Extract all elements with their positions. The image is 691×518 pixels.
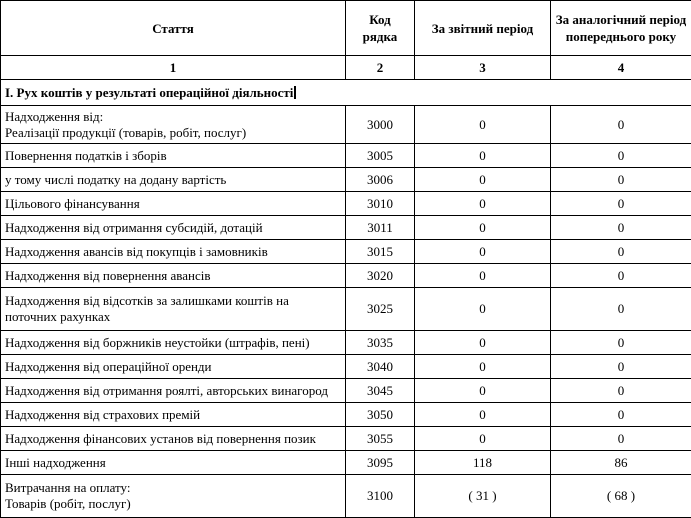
article-cell: Надходження від операційної оренди — [1, 355, 346, 379]
previous-period-cell[interactable]: 0 — [551, 168, 691, 192]
reporting-period-cell[interactable]: 0 — [415, 192, 551, 216]
col-number-3: 3 — [415, 56, 551, 80]
table-row-3095: Інші надходження 3095 118 86 — [1, 451, 691, 475]
col-header-article: Стаття — [1, 1, 346, 56]
column-numbers-row: 1 2 3 4 — [1, 56, 691, 80]
row-code-cell: 3035 — [346, 331, 415, 355]
table-row-3050: Надходження від страхових премій 3050 0 … — [1, 403, 691, 427]
reporting-period-cell[interactable]: 0 — [415, 403, 551, 427]
row-code-cell: 3000 — [346, 106, 415, 144]
table-row-3020: Надходження від повернення авансів 3020 … — [1, 264, 691, 288]
article-cell: Витрачання на оплату: Товарів (робіт, по… — [1, 475, 346, 518]
row-code-cell: 3055 — [346, 427, 415, 451]
row-code-cell: 3045 — [346, 379, 415, 403]
table-row-3055: Надходження фінансових установ від повер… — [1, 427, 691, 451]
section-title: I. Рух коштів у результаті операційної д… — [5, 85, 293, 100]
previous-period-cell[interactable]: 0 — [551, 216, 691, 240]
reporting-period-cell[interactable]: 0 — [415, 240, 551, 264]
previous-period-cell[interactable]: 0 — [551, 264, 691, 288]
table-row-3011: Надходження від отримання субсидій, дота… — [1, 216, 691, 240]
table-row-3015: Надходження авансів від покупців і замов… — [1, 240, 691, 264]
table-row-3025: Надходження від відсотків за залишками к… — [1, 288, 691, 331]
previous-period-cell[interactable]: 0 — [551, 106, 691, 144]
section-title-cell[interactable]: I. Рух коштів у результаті операційної д… — [1, 80, 691, 106]
col-header-row-code: Код рядка — [346, 1, 415, 56]
text-cursor — [294, 86, 296, 99]
previous-period-cell[interactable]: 0 — [551, 144, 691, 168]
reporting-period-cell[interactable]: 0 — [415, 331, 551, 355]
reporting-period-cell[interactable]: 0 — [415, 144, 551, 168]
article-cell: Надходження від страхових премій — [1, 403, 346, 427]
row-code-cell: 3010 — [346, 192, 415, 216]
article-cell: Надходження від повернення авансів — [1, 264, 346, 288]
row-code-cell: 3015 — [346, 240, 415, 264]
table-row-3035: Надходження від боржників неустойки (штр… — [1, 331, 691, 355]
previous-period-cell[interactable]: 0 — [551, 427, 691, 451]
row-code-cell: 3050 — [346, 403, 415, 427]
article-cell: Цільового фінансування — [1, 192, 346, 216]
col-number-2: 2 — [346, 56, 415, 80]
table-row-3100: Витрачання на оплату: Товарів (робіт, по… — [1, 475, 691, 518]
article-cell: Надходження від боржників неустойки (штр… — [1, 331, 346, 355]
previous-period-cell[interactable]: 0 — [551, 379, 691, 403]
previous-period-cell[interactable]: 0 — [551, 288, 691, 331]
table-row-3006: у тому числі податку на додану вартість … — [1, 168, 691, 192]
previous-period-cell[interactable]: 0 — [551, 331, 691, 355]
article-cell: Надходження авансів від покупців і замов… — [1, 240, 346, 264]
row-code-cell: 3040 — [346, 355, 415, 379]
previous-period-cell[interactable]: 0 — [551, 240, 691, 264]
col-header-reporting-period: За звітний період — [415, 1, 551, 56]
reporting-period-cell[interactable]: 0 — [415, 168, 551, 192]
row-code-cell: 3005 — [346, 144, 415, 168]
row-code-cell: 3006 — [346, 168, 415, 192]
previous-period-cell[interactable]: 0 — [551, 355, 691, 379]
reporting-period-cell[interactable]: 0 — [415, 355, 551, 379]
previous-period-cell[interactable]: 0 — [551, 192, 691, 216]
article-cell: Інші надходження — [1, 451, 346, 475]
table-row-3010: Цільового фінансування 3010 0 0 — [1, 192, 691, 216]
reporting-period-cell[interactable]: 118 — [415, 451, 551, 475]
article-cell: у тому числі податку на додану вартість — [1, 168, 346, 192]
article-cell: Надходження від отримання роялті, авторс… — [1, 379, 346, 403]
previous-period-cell[interactable]: 86 — [551, 451, 691, 475]
reporting-period-cell[interactable]: 0 — [415, 427, 551, 451]
previous-period-cell[interactable]: 0 — [551, 403, 691, 427]
table-row-3000: Надходження від: Реалізації продукції (т… — [1, 106, 691, 144]
row-code-cell: 3020 — [346, 264, 415, 288]
reporting-period-cell[interactable]: 0 — [415, 106, 551, 144]
header-row: Стаття Код рядка За звітний період За ан… — [1, 1, 691, 56]
reporting-period-cell[interactable]: ( 31 ) — [415, 475, 551, 518]
article-cell: Надходження від отримання субсидій, дота… — [1, 216, 346, 240]
row-code-cell: 3095 — [346, 451, 415, 475]
col-number-1: 1 — [1, 56, 346, 80]
table-row-3045: Надходження від отримання роялті, авторс… — [1, 379, 691, 403]
previous-period-cell[interactable]: ( 68 ) — [551, 475, 691, 518]
col-number-4: 4 — [551, 56, 691, 80]
section-row: I. Рух коштів у результаті операційної д… — [1, 80, 691, 106]
row-code-cell: 3100 — [346, 475, 415, 518]
article-cell: Надходження фінансових установ від повер… — [1, 427, 346, 451]
table-row-3040: Надходження від операційної оренди 3040 … — [1, 355, 691, 379]
row-code-cell: 3011 — [346, 216, 415, 240]
article-cell: Повернення податків і зборів — [1, 144, 346, 168]
reporting-period-cell[interactable]: 0 — [415, 288, 551, 331]
table-row-3005: Повернення податків і зборів 3005 0 0 — [1, 144, 691, 168]
article-cell: Надходження від: Реалізації продукції (т… — [1, 106, 346, 144]
reporting-period-cell[interactable]: 0 — [415, 216, 551, 240]
reporting-period-cell[interactable]: 0 — [415, 379, 551, 403]
reporting-period-cell[interactable]: 0 — [415, 264, 551, 288]
row-code-cell: 3025 — [346, 288, 415, 331]
article-cell: Надходження від відсотків за залишками к… — [1, 288, 346, 331]
col-header-previous-period: За аналогічний період попереднього року — [551, 1, 691, 56]
